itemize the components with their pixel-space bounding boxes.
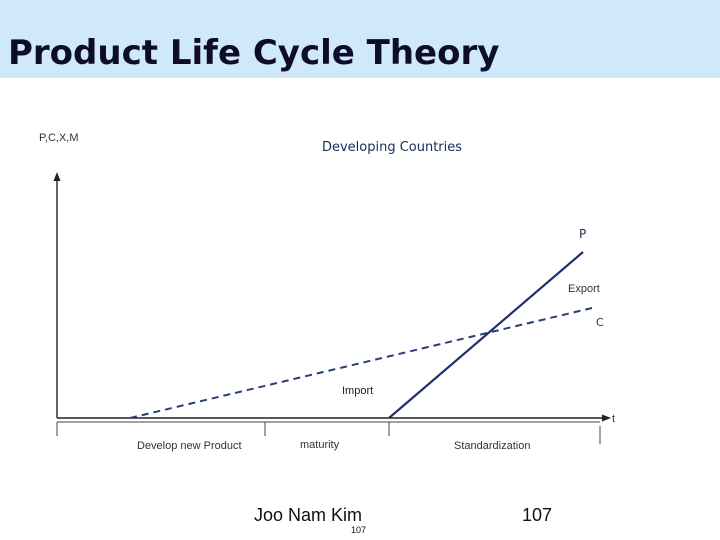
- stage-label-develop: Develop new Product: [137, 440, 242, 452]
- stage-label-maturity: maturity: [300, 439, 340, 451]
- footer-author: Joo Nam Kim: [254, 505, 363, 525]
- line-c-label: C: [596, 316, 604, 329]
- footer-page-number: 107: [522, 505, 553, 525]
- diagram-heading: Developing Countries: [322, 140, 462, 155]
- line-c: [129, 307, 593, 419]
- slide-title: Product Life Cycle Theory: [8, 33, 500, 73]
- y-axis-arrow: [53, 172, 61, 181]
- export-label: Export: [568, 283, 600, 295]
- import-label: Import: [342, 385, 373, 397]
- title-bar: [0, 0, 720, 78]
- stage-label-standardization: Standardization: [454, 440, 530, 452]
- line-p-label: P: [579, 227, 586, 241]
- x-axis-arrow: [602, 414, 611, 422]
- x-axis-label: t: [612, 413, 615, 425]
- line-p: [388, 251, 584, 419]
- y-axis-label: P,C,X,M: [39, 132, 79, 144]
- footer-small-page-number: 107: [351, 525, 367, 535]
